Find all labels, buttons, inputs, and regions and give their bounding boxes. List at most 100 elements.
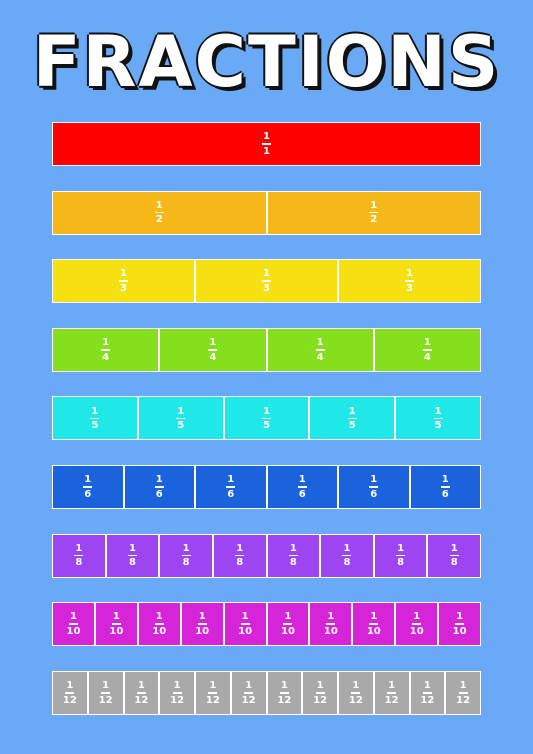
fraction-bar [262,280,271,282]
fraction-cell: 1 10 [267,603,309,646]
denominator: 8 [450,557,458,569]
denominator: 10 [366,625,381,637]
denominator: 12 [313,694,328,706]
fraction-bar [351,692,361,694]
denominator: 5 [348,420,356,432]
numerator: 1 [112,611,120,623]
denominator: 5 [263,420,270,432]
denominator: 4 [423,351,431,363]
numerator: 1 [370,474,378,486]
numerator: 1 [298,474,306,486]
denominator: 2 [370,214,378,226]
denominator: 10 [109,625,124,637]
fraction-bar [65,692,75,694]
denominator: 10 [409,625,424,637]
denominator: 6 [84,488,92,500]
denominator: 3 [263,282,270,294]
fraction-cell: 1 12 [267,671,302,714]
fraction-row: 1 10 1 10 1 10 1 10 1 10 1 10 1 10 1 10 1 10 1 10 [52,602,481,647]
denominator: 6 [298,488,306,500]
denominator: 12 [98,694,113,706]
fraction-cell: 1 10 [53,603,94,646]
fraction-bar [279,692,289,694]
fraction-bar [449,554,459,557]
numerator: 1 [155,611,163,623]
numerator: 1 [459,680,467,692]
fraction-bar [101,349,111,351]
fraction-cell: 1 10 [396,603,438,646]
fraction-bar [176,417,186,420]
fraction-bar [369,486,379,488]
denominator: 12 [134,694,149,706]
denominator: 12 [348,694,363,706]
denominator: 8 [343,557,351,569]
fraction-cell: 1 12 [410,671,445,714]
numerator: 1 [84,474,92,486]
numerator: 1 [352,680,360,692]
fraction-cell: 1 10 [439,603,481,646]
denominator: 10 [323,625,338,637]
denominator: 8 [182,557,190,569]
denominator: 10 [152,625,167,637]
numerator: 1 [450,542,458,554]
numerator: 1 [236,542,244,554]
fraction-bar [181,554,191,557]
fraction-bar [127,554,137,557]
fraction-bar [387,692,397,694]
fraction-cell: 1 12 [53,671,87,714]
fraction-cell: 1 12 [196,671,230,714]
fraction-bar [422,692,432,694]
numerator: 1 [241,611,249,623]
fraction-cell: 1 12 [124,671,159,714]
numerator: 1 [423,680,431,692]
numerator: 1 [263,268,270,280]
fraction-bar [197,623,207,625]
numerator: 1 [137,680,145,692]
numerator: 1 [182,542,190,554]
numerator: 1 [128,542,136,554]
denominator: 10 [238,625,253,637]
fraction-bar [101,692,111,694]
fraction-bar [347,417,357,420]
fraction-cell: 1 12 [374,671,409,714]
fraction-bar [208,692,218,694]
denominator: 5 [91,420,99,432]
fraction-bar [288,554,298,557]
fraction-bar [68,623,78,625]
fraction-bar [136,692,146,694]
numerator: 1 [370,611,378,623]
numerator: 1 [69,611,77,623]
fraction-bar [369,211,379,214]
fraction-bar [90,417,100,420]
numerator: 1 [173,680,181,692]
fraction-bar [369,623,379,625]
fraction-bar [297,486,307,488]
fraction-bar [226,486,236,488]
fraction-cell: 1 10 [310,603,352,646]
fraction-bar [235,554,245,557]
fraction-bar [172,692,182,694]
denominator: 3 [406,282,413,294]
numerator: 1 [289,542,297,554]
denominator: 4 [316,351,324,363]
denominator: 8 [289,557,297,569]
fraction-cell: 1 12 [303,671,337,714]
denominator: 10 [281,625,295,637]
